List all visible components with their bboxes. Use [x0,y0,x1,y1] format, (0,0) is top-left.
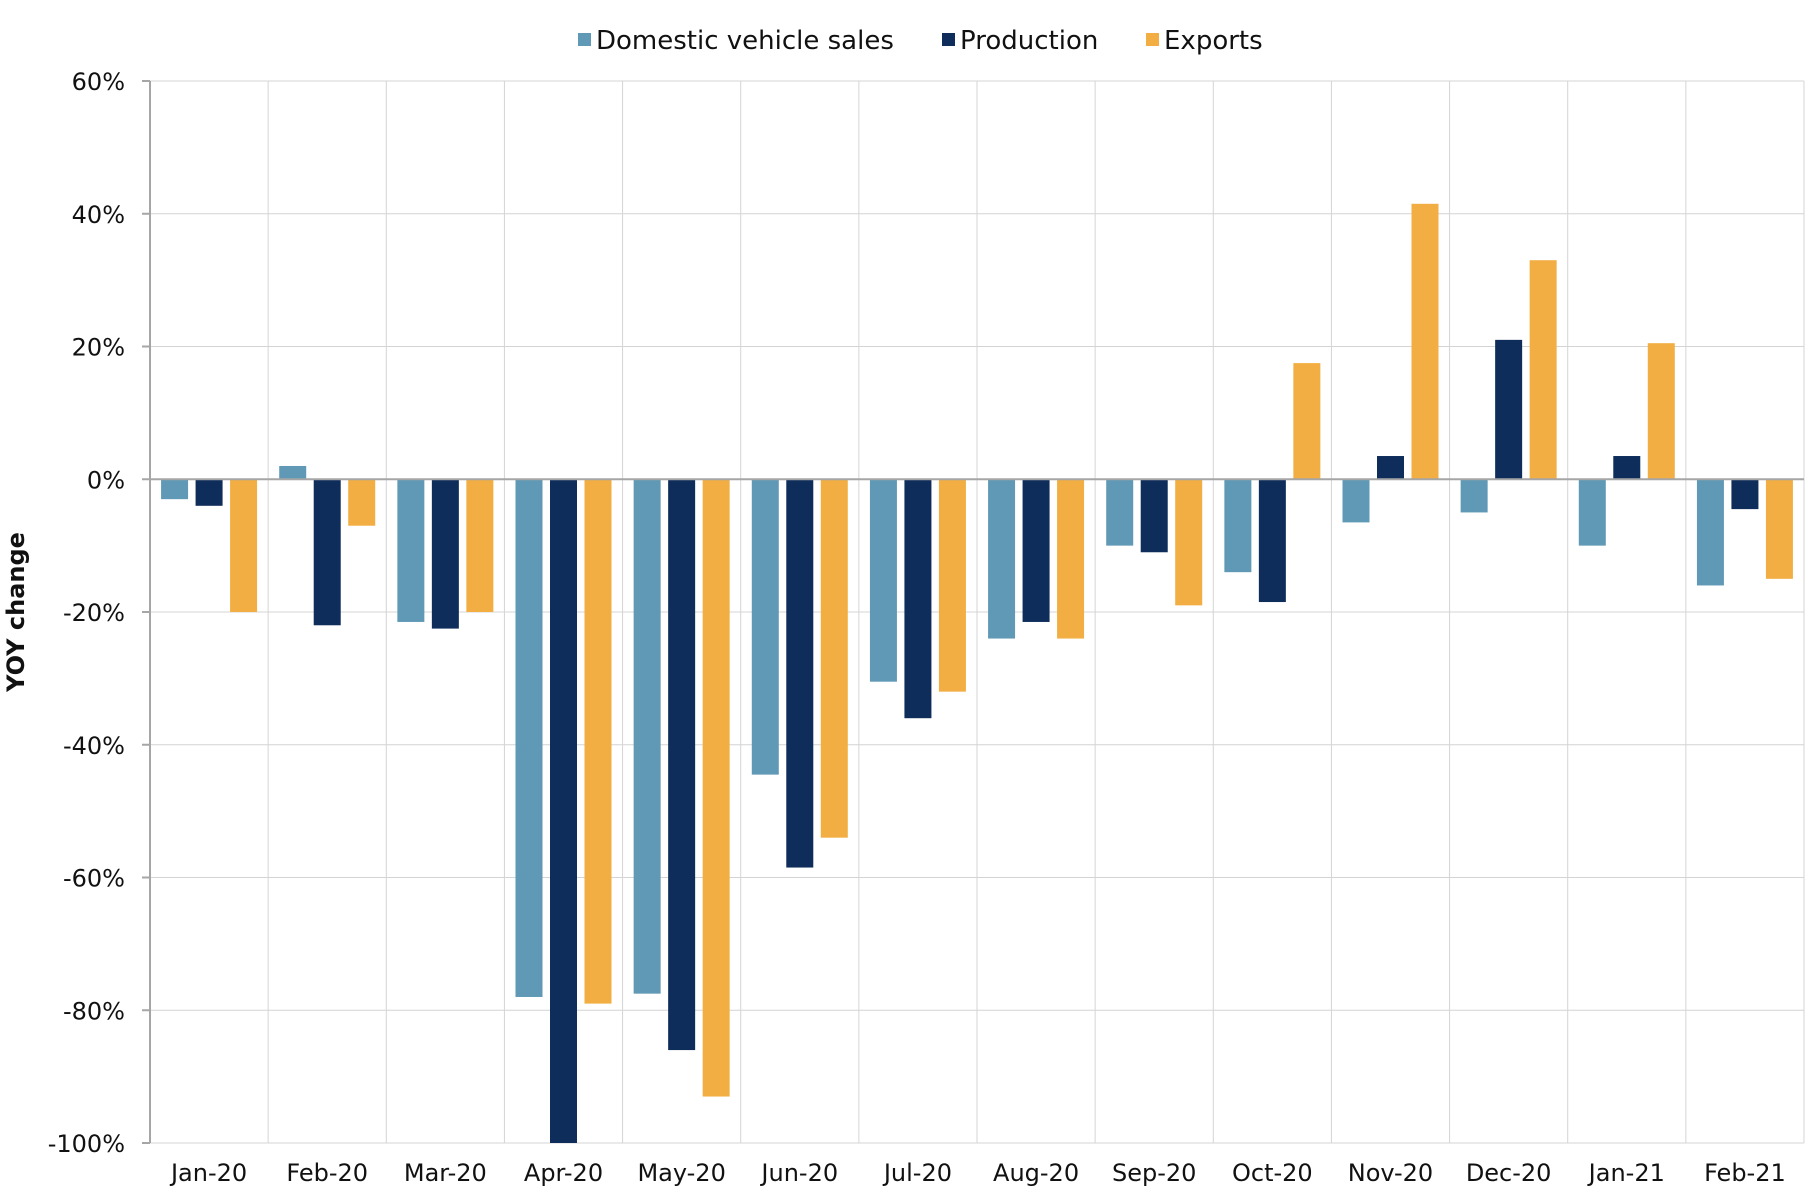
y-tick-label: -20% [63,599,125,627]
x-tick-label: Sep-20 [1112,1159,1196,1187]
bar-domestic-vehicle-sales [1460,479,1488,513]
x-tick-label: May-20 [637,1159,725,1187]
legend-label: Exports [1164,26,1263,56]
bars [161,203,1793,1143]
bar-domestic-vehicle-sales [161,479,189,500]
bar-domestic-vehicle-sales [1696,479,1724,586]
bar-exports [1529,260,1557,480]
legend-swatch [942,33,955,46]
x-tick-label: Dec-20 [1466,1159,1552,1187]
x-tick-label: Apr-20 [524,1159,603,1187]
x-tick-label: Nov-20 [1348,1159,1433,1187]
axis-labels: 60% 40% 20% 0% -20% -40% -60% -80% -100% Jan-20 Fe… [2,68,1786,1187]
bar-domestic-vehicle-sales [1578,479,1606,546]
bar-domestic-vehicle-sales [515,479,543,997]
bar-production [668,479,696,1051]
bar-production [786,479,814,868]
bar-exports [1765,479,1793,579]
bar-exports [1647,343,1675,480]
bar-exports [466,479,494,612]
bar-exports [584,479,612,1004]
bar-production [904,479,932,719]
bar-exports [1175,479,1203,606]
bar-domestic-vehicle-sales [869,479,897,682]
x-tick-label: Jul-20 [882,1159,952,1187]
legend-swatch [1146,33,1159,46]
bar-exports [230,479,258,612]
bar-exports [1293,363,1321,480]
bar-domestic-vehicle-sales [633,479,661,994]
bar-exports [820,479,848,838]
bar-domestic-vehicle-sales [988,479,1016,639]
bar-production [1377,456,1404,480]
legend-label: Production [960,26,1098,56]
y-tick-label: 20% [72,334,125,362]
bar-production [1495,339,1523,480]
bar-exports [1057,479,1085,639]
grid-lines [149,80,1805,1144]
y-tick-label: 0% [87,466,125,494]
x-tick-label: Feb-20 [286,1159,368,1187]
x-tick-label: Feb-21 [1704,1159,1786,1187]
axes [142,80,1804,1144]
x-tick-label: Jan-21 [1587,1159,1665,1187]
bar-domestic-vehicle-sales [397,479,425,622]
y-axis-title: YOY change [2,532,30,693]
y-tick-label: -40% [63,732,125,760]
legend: Domestic vehicle sales Production Exports [578,26,1263,56]
x-tick-label: Jun-20 [759,1159,838,1187]
bar-exports [348,479,376,526]
bar-exports [938,479,966,692]
bar-exports [702,479,730,1097]
x-tick-label: Aug-20 [993,1159,1079,1187]
bar-domestic-vehicle-sales [1342,479,1370,523]
bar-production [313,479,341,626]
y-tick-label: 40% [72,201,125,229]
bar-production [550,479,577,1143]
bar-domestic-vehicle-sales [279,465,307,480]
y-tick-label: -60% [63,865,125,893]
bar-production [1258,479,1286,603]
bar-domestic-vehicle-sales [1106,479,1134,546]
bar-production [1731,479,1759,510]
y-tick-label: -80% [63,997,125,1025]
y-tick-label: -100% [48,1130,125,1158]
bar-production [431,479,459,629]
bar-exports [1411,203,1439,480]
x-tick-label: Jan-20 [169,1159,247,1187]
bar-domestic-vehicle-sales [751,479,779,775]
y-tick-label: 60% [72,68,125,96]
legend-label: Domestic vehicle sales [596,26,894,56]
bar-domestic-vehicle-sales [1224,479,1252,573]
legend-swatch [578,33,591,46]
x-tick-label: Oct-20 [1232,1159,1313,1187]
bar-production [1140,479,1168,553]
bar-production [195,479,223,506]
bar-production [1022,479,1050,622]
bar-production [1613,456,1641,480]
x-tick-label: Mar-20 [404,1159,487,1187]
